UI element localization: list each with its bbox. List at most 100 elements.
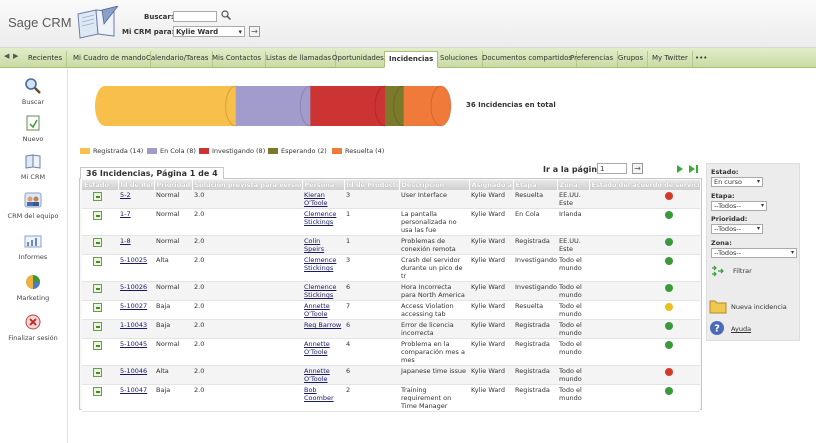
cell-persona-text[interactable]: Clemence Stickings [304,256,337,272]
col-header[interactable]: Zona [557,180,590,190]
open-record-icon[interactable] [93,284,102,293]
cell-persona[interactable]: Kieran O'Toole [302,190,344,209]
last-page-icon[interactable] [688,164,700,174]
table-row[interactable]: 5-10047 Baja 2.0 Bob Coomber 2 Training requi… [82,384,700,412]
tab-contactos[interactable]: Mis Contactos [208,51,267,67]
cell-persona-text[interactable]: Reg Barrow [304,321,342,329]
prioridad-filter-select[interactable]: --Todos-- ▾ [711,224,763,234]
tab-oportunidades[interactable]: Oportunidades [328,51,389,67]
cell-ref-text[interactable]: 5-10026 [120,283,148,291]
tab-cuadro-de-mando[interactable]: Mi Cuadro de mando [69,51,151,67]
go-arrow-button[interactable]: → [249,26,260,37]
cell-ref[interactable]: 5-10047 [118,384,154,412]
cell-persona-text[interactable]: Bob Coomber [304,386,334,402]
nav-informes[interactable]: Informes [0,232,66,261]
cell-ref-text[interactable]: 5-10025 [120,256,148,264]
nav-crm-equipo[interactable]: CRM del equipo [0,191,66,220]
col-header[interactable]: Estado del acuerdo de servicio [589,180,701,190]
cell-ref-text[interactable]: 1-7 [120,210,131,218]
table-row[interactable]: 5-10025 Alta 2.0 Clemence Stickings 3 Crash d… [82,254,700,282]
cell-ref-text[interactable]: 1-10043 [120,321,148,329]
arrow-left-icon[interactable]: ◀ [4,52,10,60]
cell-ref[interactable]: 5-10027 [118,300,154,320]
cell-persona[interactable]: Colin Speirs [302,235,344,255]
tab-preferencias[interactable]: Preferencias [566,51,619,67]
cell-persona-text[interactable]: Clemence Stickings [304,283,337,299]
cell-persona[interactable]: Reg Barrow [302,319,344,339]
open-record-icon[interactable] [93,387,102,396]
cell-ref[interactable]: 5-2 [118,190,154,209]
col-header[interactable]: Id de Producto [344,180,400,190]
tab-grupos[interactable]: Grupos [614,51,649,67]
arrow-right-icon[interactable]: ▶ [13,52,19,60]
open-record-icon[interactable] [93,192,102,201]
cell-persona-text[interactable]: Annette O'Toole [304,340,330,356]
open-record-icon[interactable] [93,303,102,312]
goto-page-button[interactable]: → [632,163,643,174]
cell-persona-text[interactable]: Annette O'Toole [304,367,330,383]
nav-marketing[interactable]: Marketing [0,273,66,302]
tab-listas-llamadas[interactable]: Listas de llamadas [262,51,337,67]
cell-persona[interactable]: Bob Coomber [302,384,344,412]
cell-persona[interactable]: Annette O'Toole [302,300,344,320]
cell-persona-text[interactable]: Clemence Stickings [304,210,337,226]
open-record-icon[interactable] [93,341,102,350]
cell-persona[interactable]: Clemence Stickings [302,254,344,282]
table-row[interactable]: 5-2 Normal 3.0 Kieran O'Toole 3 User Interfac… [82,190,700,209]
cell-persona[interactable]: Annette O'Toole [302,365,344,385]
tab-soluciones[interactable]: Soluciones [436,51,483,67]
table-row[interactable]: 1-8 Normal 2.0 Colin Speirs 1 Problemas de co… [82,235,700,255]
nav-finalizar-sesion[interactable]: Finalizar sesión [0,313,66,342]
table-row[interactable]: 5-10045 Normal 2.0 Annette O'Toole 4 Problema… [82,338,700,366]
col-header[interactable]: Persona [302,180,345,190]
estado-filter-select[interactable]: En curso ▾ [711,177,763,187]
etapa-filter-select[interactable]: --Todos-- ▾ [711,201,767,211]
open-record-icon[interactable] [93,322,102,331]
table-row[interactable]: 5-10027 Baja 2.0 Annette O'Toole 7 Access Vio… [82,300,700,320]
col-header[interactable]: Asignado a [469,180,514,190]
col-header[interactable]: Estado [82,180,119,190]
cell-ref-text[interactable]: 5-10045 [120,340,148,348]
zona-filter-select[interactable]: --Todos-- ▾ [711,248,797,258]
open-record-icon[interactable] [93,368,102,377]
cell-ref[interactable]: 1-10043 [118,319,154,339]
cell-ref-text[interactable]: 5-2 [120,191,131,199]
col-header[interactable]: Descripción [399,180,470,190]
cell-ref[interactable]: 5-10026 [118,281,154,301]
cell-persona[interactable]: Clemence Stickings [302,208,344,236]
nav-mi-crm[interactable]: Mi CRM [0,152,66,181]
cell-ref-text[interactable]: 1-8 [120,237,131,245]
col-header[interactable]: Prioridad [154,180,193,190]
tab-documentos[interactable]: Documentos compartidos [478,51,578,67]
next-page-icon[interactable] [675,164,685,174]
nav-nuevo[interactable]: Nuevo [0,114,66,143]
cell-ref-text[interactable]: 5-10027 [120,302,148,310]
open-record-icon[interactable] [93,211,102,220]
cell-ref[interactable]: 1-8 [118,235,154,255]
cell-persona[interactable]: Annette O'Toole [302,338,344,366]
goto-page-input[interactable]: 1 [597,163,627,174]
cell-persona[interactable]: Clemence Stickings [302,281,344,301]
filtrar-button[interactable]: Filtrar [711,265,791,277]
cell-ref[interactable]: 1-7 [118,208,154,236]
open-record-icon[interactable] [93,257,102,266]
cell-ref[interactable]: 5-10025 [118,254,154,282]
cell-persona-text[interactable]: Annette O'Toole [304,302,330,318]
tab-more[interactable]: ••• [695,54,708,62]
open-record-icon[interactable] [93,238,102,247]
table-row[interactable]: 5-10026 Normal 2.0 Clemence Stickings 6 Hora … [82,281,700,301]
table-row[interactable]: 5-10046 Alta 2.0 Annette O'Toole 6 Japanese t… [82,365,700,385]
col-header[interactable]: Etapa [513,180,558,190]
cell-ref-text[interactable]: 5-10047 [120,386,148,394]
cell-ref[interactable]: 5-10045 [118,338,154,366]
table-row[interactable]: 1-10043 Baja 2.0 Reg Barrow 6 Error de licenc… [82,319,700,339]
cell-ref-text[interactable]: 5-10046 [120,367,148,375]
search-icon[interactable] [221,10,231,20]
nav-buscar[interactable]: Buscar [0,77,66,106]
cell-persona-text[interactable]: Colin Speirs [304,237,325,253]
col-header[interactable]: Solución prevista para versión [192,180,303,190]
cell-persona-text[interactable]: Kieran O'Toole [304,191,328,207]
tab-incidencias[interactable]: Incidencias [384,51,439,68]
user-select[interactable]: Kylie Ward ▾ [173,26,245,37]
tab-calendario[interactable]: Calendario/Tareas [142,51,214,67]
